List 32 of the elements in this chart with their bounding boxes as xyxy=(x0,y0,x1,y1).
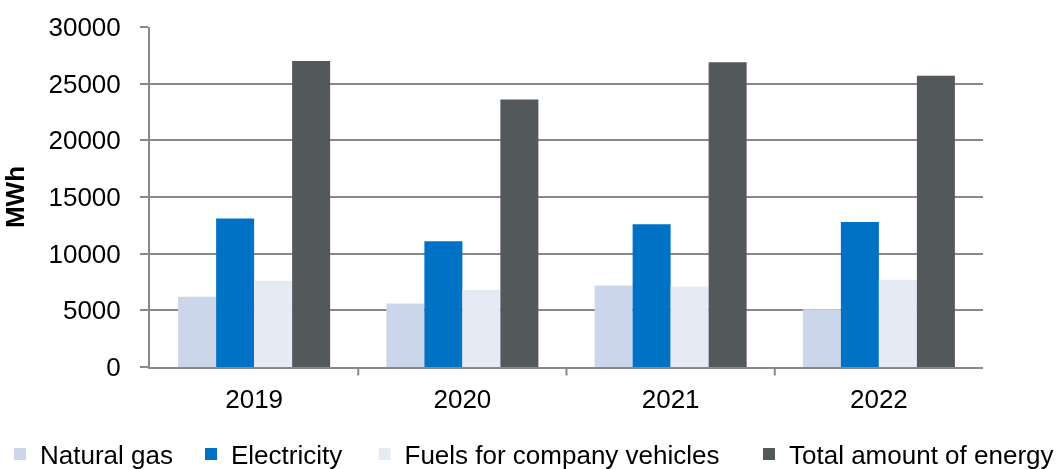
bar xyxy=(292,61,331,367)
bar xyxy=(178,296,217,367)
x-tick-label: 2021 xyxy=(641,384,700,415)
bar xyxy=(424,241,463,367)
bar xyxy=(386,303,425,367)
bar xyxy=(254,280,293,367)
bar xyxy=(878,279,917,367)
bar xyxy=(670,286,709,367)
legend-label: Electricity xyxy=(231,440,343,469)
bar xyxy=(802,309,841,367)
y-tick-label: 25000 xyxy=(48,68,121,99)
y-axis-title: MWh xyxy=(0,165,30,229)
bar xyxy=(708,62,747,367)
legend-label: Total amount of energy xyxy=(789,440,1054,469)
bar xyxy=(462,289,501,367)
x-tick-label: 2020 xyxy=(433,384,492,415)
bar xyxy=(500,99,539,367)
x-tick-label: 2022 xyxy=(849,384,908,415)
bar xyxy=(216,218,255,367)
legend-label: Fuels for company vehicles xyxy=(404,440,720,469)
bar xyxy=(632,224,671,367)
bar xyxy=(594,285,633,367)
y-tick-label: 15000 xyxy=(48,182,121,213)
legend-label: Natural gas xyxy=(40,440,173,469)
bar xyxy=(916,75,955,367)
y-tick-label: 30000 xyxy=(48,12,121,43)
x-tick-label: 2019 xyxy=(225,384,284,415)
y-tick-label: 0 xyxy=(106,352,121,383)
bar xyxy=(840,221,879,367)
y-tick-label: 5000 xyxy=(62,295,121,326)
y-tick-label: 10000 xyxy=(48,238,121,269)
y-tick-label: 20000 xyxy=(48,125,121,156)
